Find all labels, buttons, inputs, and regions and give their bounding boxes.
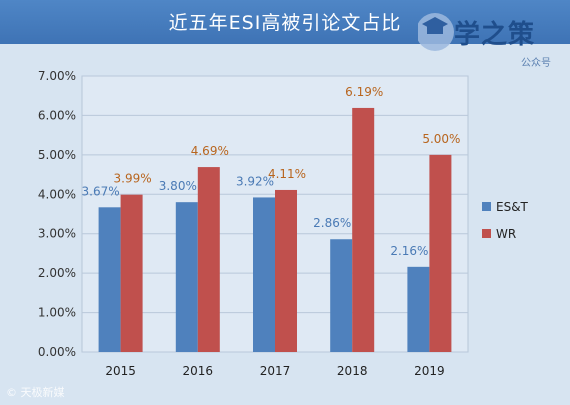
bar-est <box>330 239 353 352</box>
x-tick-label: 2015 <box>105 364 136 378</box>
legend-swatch <box>482 202 491 211</box>
bar-chart: 0.00% 1.00% 2.00% 3.00% 4.00% 5.00% 6.00% 7.00%… <box>38 69 529 378</box>
y-tick-label: 5.00% <box>38 148 76 162</box>
data-label: 6.19% <box>345 85 383 99</box>
x-tick-label: 2017 <box>260 364 291 378</box>
title-bar: 近五年ESI高被引论文占比 <box>0 0 570 44</box>
x-tick-label: 2016 <box>183 364 214 378</box>
data-label: 3.67% <box>82 184 120 198</box>
bar-wr <box>352 107 375 353</box>
legend-label: WR <box>496 227 516 241</box>
y-tick-label: 3.00% <box>38 227 76 241</box>
chart-title: 近五年ESI高被引论文占比 <box>168 12 402 34</box>
y-tick-label: 0.00% <box>38 345 76 359</box>
y-tick-label: 2.00% <box>38 266 76 280</box>
bar-est <box>98 207 121 352</box>
bar-wr <box>429 154 452 352</box>
logo-emblem <box>418 13 454 51</box>
watermark: © 天极新媒 <box>6 386 65 399</box>
bar-est <box>407 266 430 352</box>
data-label: 5.00% <box>422 132 460 146</box>
x-tick-label: 2018 <box>337 364 368 378</box>
y-tick-label: 4.00% <box>38 187 76 201</box>
x-tick-label: 2019 <box>414 364 445 378</box>
data-label: 2.16% <box>390 244 428 258</box>
legend-swatch <box>482 229 491 238</box>
bar-wr <box>275 189 297 352</box>
bar-wr <box>120 194 143 352</box>
data-label: 3.99% <box>114 172 152 186</box>
data-label: 4.69% <box>191 144 229 158</box>
y-tick-label: 1.00% <box>38 306 76 320</box>
legend-label: ES&T <box>496 200 529 214</box>
logo-subtitle: 公众号 <box>521 58 551 69</box>
logo-text: 学之策 <box>454 20 536 50</box>
y-tick-label: 7.00% <box>38 69 76 83</box>
data-label: 4.11% <box>268 167 306 181</box>
bar-wr <box>197 167 220 352</box>
data-label: 3.80% <box>159 179 197 193</box>
data-label: 3.92% <box>236 174 274 188</box>
bar-est <box>253 197 275 352</box>
y-tick-label: 6.00% <box>38 108 76 122</box>
bar-est <box>175 202 198 352</box>
data-label: 2.86% <box>313 216 351 230</box>
